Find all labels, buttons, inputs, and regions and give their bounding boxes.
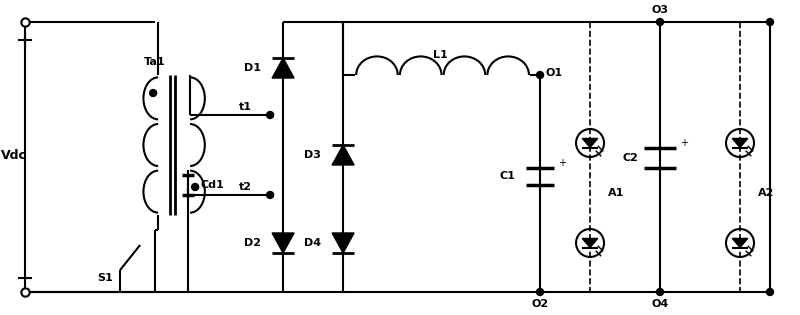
Text: t2: t2 [238,182,252,192]
Polygon shape [272,58,294,78]
Text: D3: D3 [304,150,321,160]
Polygon shape [332,233,354,253]
Text: D1: D1 [244,63,261,73]
Text: S1: S1 [98,273,113,283]
Polygon shape [732,139,748,147]
Polygon shape [732,238,748,248]
Text: t1: t1 [238,102,252,112]
Text: L1: L1 [433,50,447,60]
Text: A2: A2 [758,188,774,198]
Polygon shape [582,238,598,248]
Circle shape [537,72,543,78]
Circle shape [192,184,198,191]
Text: Cd1: Cd1 [200,180,224,190]
Circle shape [266,192,274,198]
Text: D4: D4 [304,238,321,248]
Text: A1: A1 [608,188,625,198]
Text: +: + [680,138,688,148]
Text: Ta1: Ta1 [144,57,166,67]
Text: O3: O3 [651,5,669,15]
Text: O1: O1 [545,68,562,78]
Polygon shape [582,139,598,147]
Polygon shape [272,233,294,253]
Text: C1: C1 [499,171,515,181]
Text: C2: C2 [622,153,638,163]
Circle shape [657,19,663,26]
Circle shape [657,289,663,295]
Circle shape [150,89,157,96]
Circle shape [766,19,774,26]
Text: Vdc: Vdc [2,148,27,162]
Circle shape [537,289,543,295]
Text: O2: O2 [531,299,549,309]
Text: +: + [558,158,566,168]
Circle shape [266,112,274,118]
Text: D2: D2 [244,238,261,248]
Polygon shape [332,145,354,165]
Circle shape [766,289,774,295]
Text: O4: O4 [651,299,669,309]
